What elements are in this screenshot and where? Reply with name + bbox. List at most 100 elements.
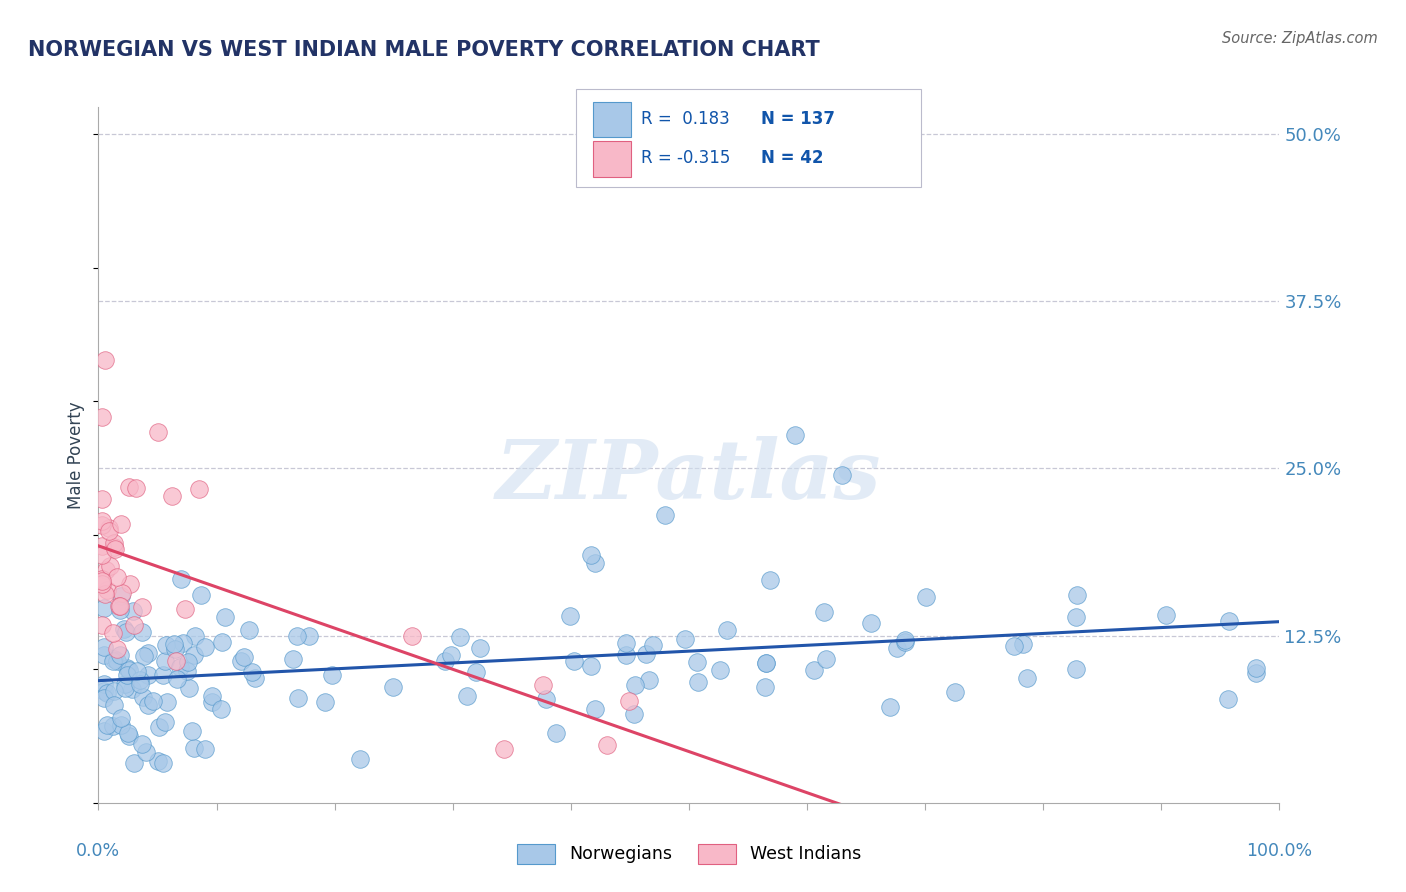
Point bbox=[544, 726, 567, 740]
Point bbox=[91, 539, 114, 553]
Point bbox=[98, 524, 121, 538]
Point bbox=[128, 673, 150, 687]
Point bbox=[465, 665, 488, 679]
Point bbox=[91, 549, 114, 563]
Point bbox=[214, 609, 236, 624]
Point bbox=[93, 677, 115, 691]
Point bbox=[115, 661, 138, 675]
Point bbox=[183, 740, 205, 755]
Point bbox=[114, 676, 136, 690]
Point bbox=[755, 656, 778, 670]
Point bbox=[91, 492, 114, 507]
Point bbox=[238, 623, 260, 637]
Point bbox=[121, 604, 143, 618]
Point bbox=[91, 514, 114, 528]
Point bbox=[914, 590, 936, 604]
Point bbox=[103, 540, 125, 554]
Point bbox=[162, 489, 184, 503]
Point bbox=[382, 681, 405, 695]
Point bbox=[785, 427, 807, 442]
Point bbox=[93, 691, 115, 706]
Point bbox=[623, 678, 645, 692]
Point bbox=[1011, 637, 1033, 651]
Point bbox=[131, 599, 153, 614]
Point bbox=[755, 656, 778, 670]
Point bbox=[190, 588, 212, 602]
Point bbox=[118, 729, 141, 743]
Point bbox=[709, 663, 731, 677]
Point bbox=[614, 648, 637, 663]
Point bbox=[449, 631, 471, 645]
Point bbox=[177, 655, 200, 669]
Point bbox=[110, 718, 132, 732]
Point bbox=[148, 754, 170, 768]
Point bbox=[155, 638, 177, 652]
Point bbox=[349, 752, 371, 766]
Point bbox=[153, 714, 176, 729]
Point bbox=[91, 572, 114, 586]
Point bbox=[468, 641, 491, 656]
Point bbox=[1218, 614, 1240, 628]
Text: N = 137: N = 137 bbox=[761, 110, 835, 128]
Point bbox=[831, 467, 853, 482]
Point bbox=[93, 648, 115, 662]
Point bbox=[176, 664, 198, 678]
Point bbox=[91, 617, 114, 632]
Point bbox=[111, 586, 134, 600]
Point bbox=[562, 654, 585, 668]
Point bbox=[163, 642, 186, 657]
Point bbox=[98, 521, 121, 535]
Point bbox=[101, 654, 124, 668]
Point bbox=[121, 682, 143, 697]
Text: R = -0.315: R = -0.315 bbox=[641, 149, 731, 167]
Legend: Norwegians, West Indians: Norwegians, West Indians bbox=[510, 837, 868, 871]
Point bbox=[112, 622, 135, 636]
Point bbox=[103, 652, 125, 666]
Point bbox=[879, 699, 901, 714]
Point bbox=[104, 541, 127, 556]
Text: Source: ZipAtlas.com: Source: ZipAtlas.com bbox=[1222, 31, 1378, 46]
Point bbox=[131, 737, 153, 751]
Point bbox=[534, 691, 557, 706]
Point bbox=[813, 605, 835, 619]
Point bbox=[754, 680, 776, 694]
Point bbox=[93, 724, 115, 739]
Point bbox=[200, 695, 222, 709]
Point bbox=[103, 698, 125, 713]
Point bbox=[136, 646, 159, 660]
Point bbox=[187, 483, 209, 497]
Point bbox=[108, 599, 131, 614]
Point bbox=[136, 668, 159, 682]
Point bbox=[114, 681, 136, 695]
Point bbox=[440, 648, 463, 662]
Point bbox=[98, 558, 121, 573]
Point bbox=[96, 686, 118, 700]
Point bbox=[209, 701, 232, 715]
Point bbox=[174, 602, 197, 616]
Point bbox=[96, 583, 118, 598]
Point bbox=[122, 756, 145, 770]
Point bbox=[114, 624, 136, 639]
Point bbox=[91, 410, 114, 425]
Point bbox=[110, 516, 132, 531]
Point bbox=[115, 667, 138, 681]
Point bbox=[894, 634, 917, 648]
Point bbox=[321, 667, 343, 681]
Point bbox=[229, 654, 252, 668]
Point bbox=[93, 640, 115, 654]
Point bbox=[943, 685, 966, 699]
Point bbox=[433, 654, 456, 668]
Point bbox=[815, 652, 838, 666]
Point bbox=[803, 663, 825, 677]
Point bbox=[583, 556, 606, 570]
Point bbox=[285, 629, 308, 643]
Point bbox=[1002, 640, 1025, 654]
Point bbox=[716, 624, 738, 638]
Point bbox=[142, 694, 165, 708]
Point bbox=[117, 726, 139, 740]
Point bbox=[211, 635, 233, 649]
Point bbox=[579, 658, 602, 673]
Point bbox=[135, 744, 157, 758]
Point bbox=[1066, 588, 1088, 602]
Point bbox=[96, 718, 118, 732]
